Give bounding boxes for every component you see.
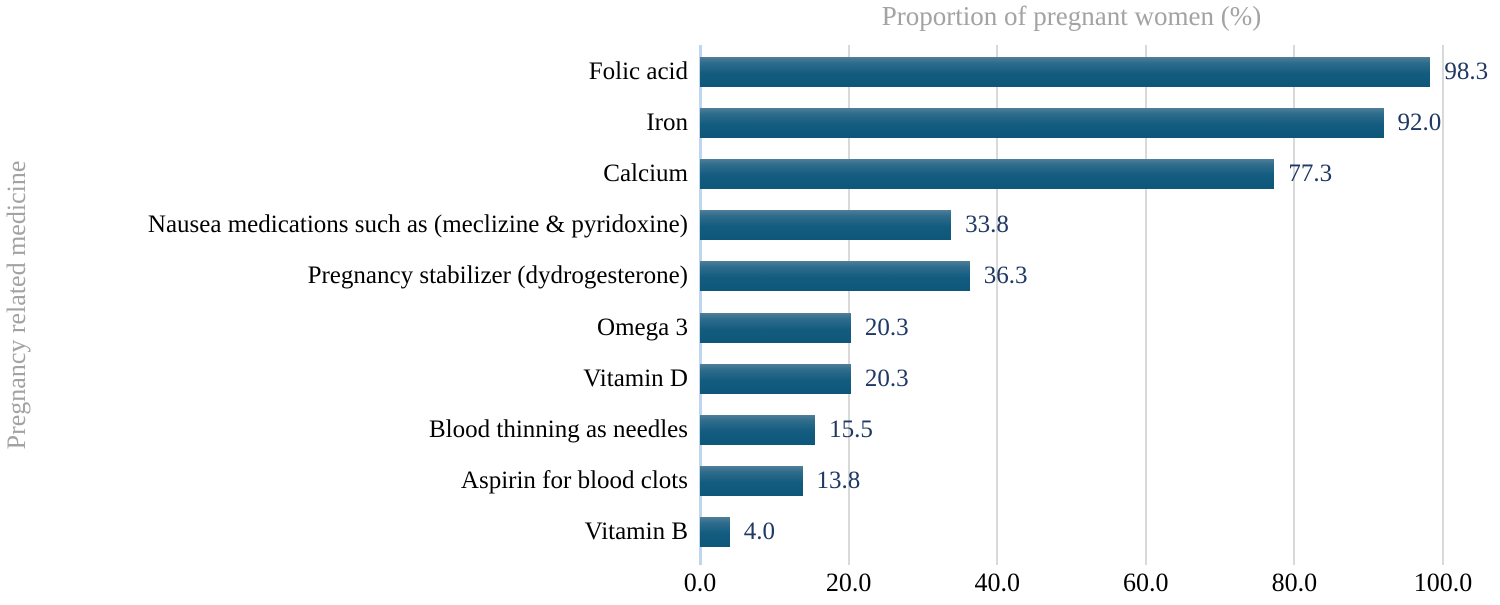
category-label: Calcium (603, 159, 688, 187)
value-label: 33.8 (965, 211, 1009, 239)
value-label: 98.3 (1444, 57, 1489, 85)
category-label: Vitamin D (583, 364, 688, 392)
category-label: Pregnancy stabilizer (dydrogesterone) (307, 262, 688, 290)
x-tick-label: 80.0 (1271, 568, 1318, 597)
value-label: 15.5 (829, 415, 873, 443)
category-label: Folic acid (588, 57, 688, 85)
gridline (1293, 45, 1296, 565)
y-axis-line (699, 45, 702, 565)
bar (700, 517, 730, 548)
gridline (1144, 45, 1147, 565)
category-label: Blood thinning as needles (429, 415, 688, 443)
bar (700, 363, 851, 394)
category-label: Omega 3 (597, 313, 688, 341)
bar-row: Omega 3 20.3 (0, 302, 1500, 353)
x-tick-label: 40.0 (974, 568, 1020, 597)
bar-row: Pregnancy stabilizer (dydrogesterone) 36.… (0, 251, 1500, 302)
bar-row: Blood thinning as needles 15.5 (0, 404, 1500, 455)
gridline (996, 45, 999, 565)
gridline (1442, 45, 1444, 565)
value-label: 20.3 (864, 364, 909, 392)
bar (700, 56, 1431, 87)
category-label: Iron (646, 108, 688, 136)
bar (700, 210, 952, 241)
category-label: Vitamin B (584, 518, 688, 546)
x-tick-label: 20.0 (825, 568, 872, 597)
value-label: 13.8 (816, 467, 861, 495)
bar (700, 466, 803, 497)
chart-title: Proportion of pregnant women (%) (881, 1, 1262, 31)
category-label: Nausea medications such as (meclizine & … (147, 211, 688, 239)
x-tick-label: 60.0 (1123, 568, 1169, 597)
value-label: 20.3 (864, 313, 909, 341)
value-label: 36.3 (983, 262, 1028, 290)
bar (700, 107, 1384, 138)
bar-row: Vitamin D 20.3 (0, 353, 1500, 404)
bar (700, 158, 1275, 189)
value-label: 4.0 (743, 518, 775, 546)
bar-row: Iron 92.0 (0, 97, 1500, 148)
bar-row: Calcium 77.3 (0, 148, 1500, 199)
gridline (847, 45, 850, 565)
bar (700, 261, 970, 292)
bar-row: Nausea medications such as (meclizine & … (0, 200, 1500, 251)
bar-row: Aspirin for blood clots 13.8 (0, 456, 1500, 507)
bar-row: Folic acid 98.3 (0, 46, 1500, 97)
x-tick-label: 0.0 (683, 568, 717, 597)
category-label: Aspirin for blood clots (460, 467, 688, 495)
bar-row: Vitamin B 4.0 (0, 507, 1500, 558)
bar (700, 414, 816, 445)
bar (700, 312, 851, 343)
value-label: 92.0 (1397, 108, 1442, 136)
value-label: 77.3 (1288, 159, 1333, 187)
x-tick-label: 100.0 (1413, 568, 1473, 597)
